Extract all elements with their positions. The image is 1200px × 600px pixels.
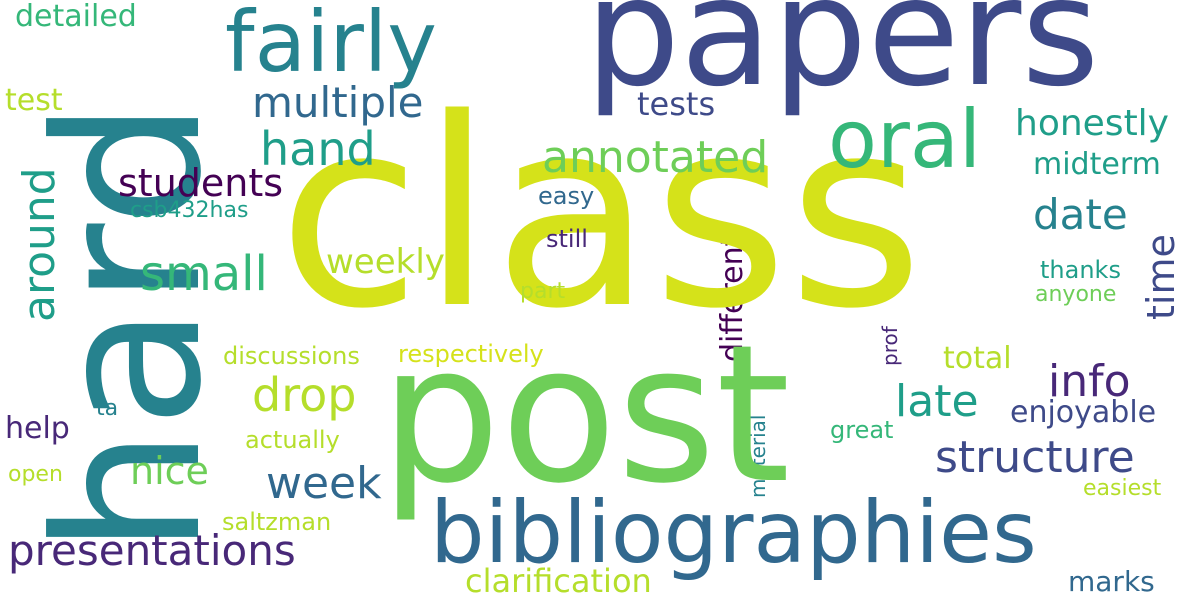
word-easy: easy <box>538 182 595 210</box>
word-presentations: presentations <box>8 526 296 575</box>
word-ta: ta <box>96 396 119 421</box>
word-discussions: discussions <box>223 342 360 370</box>
word-test: test <box>5 83 63 118</box>
word-annotated: annotated <box>542 132 769 183</box>
word-midterm: midterm <box>1033 147 1161 182</box>
word-respectively: respectively <box>398 340 544 368</box>
word-thanks: thanks <box>1040 256 1121 284</box>
word-detailed: detailed <box>15 0 137 34</box>
word-honestly: honestly <box>1015 103 1169 144</box>
word-part: part <box>520 279 566 304</box>
word-clarification: clarification <box>465 562 652 600</box>
word-drop: drop <box>252 368 357 422</box>
word-late: late <box>895 376 979 427</box>
word-actually: actually <box>245 426 340 454</box>
word-marks: marks <box>1068 565 1155 598</box>
word-multiple: multiple <box>252 78 424 127</box>
word-small: small <box>140 246 268 302</box>
word-class: class <box>278 64 924 366</box>
word-around: around <box>14 167 65 322</box>
word-great: great <box>830 416 894 444</box>
word-week: week <box>266 458 382 509</box>
word-saltzman: saltzman <box>222 508 332 536</box>
word-enjoyable: enjoyable <box>1010 395 1157 430</box>
word-open: open <box>8 462 63 487</box>
word-post: post <box>380 304 791 525</box>
word-help: help <box>5 411 70 446</box>
word-easiest: easiest <box>1083 476 1162 501</box>
word-time: time <box>1139 234 1183 320</box>
word-csb432has: csb432has <box>130 198 249 223</box>
word-bibliographies: bibliographies <box>430 483 1037 583</box>
word-fairly: fairly <box>225 0 437 91</box>
word-tests: tests <box>637 85 716 123</box>
word-oral: oral <box>828 93 982 186</box>
word-date: date <box>1033 190 1128 239</box>
word-structure: structure <box>935 432 1135 483</box>
word-nice: nice <box>130 449 209 493</box>
word-students: students <box>118 161 284 205</box>
word-still: still <box>546 225 588 253</box>
word-anyone: anyone <box>1035 282 1117 307</box>
word-total: total <box>943 341 1012 376</box>
word-papers: papers <box>585 0 1100 120</box>
word-hand: hand <box>260 122 376 176</box>
word-weekly: weekly <box>326 242 445 282</box>
word-info: info <box>1048 356 1131 407</box>
